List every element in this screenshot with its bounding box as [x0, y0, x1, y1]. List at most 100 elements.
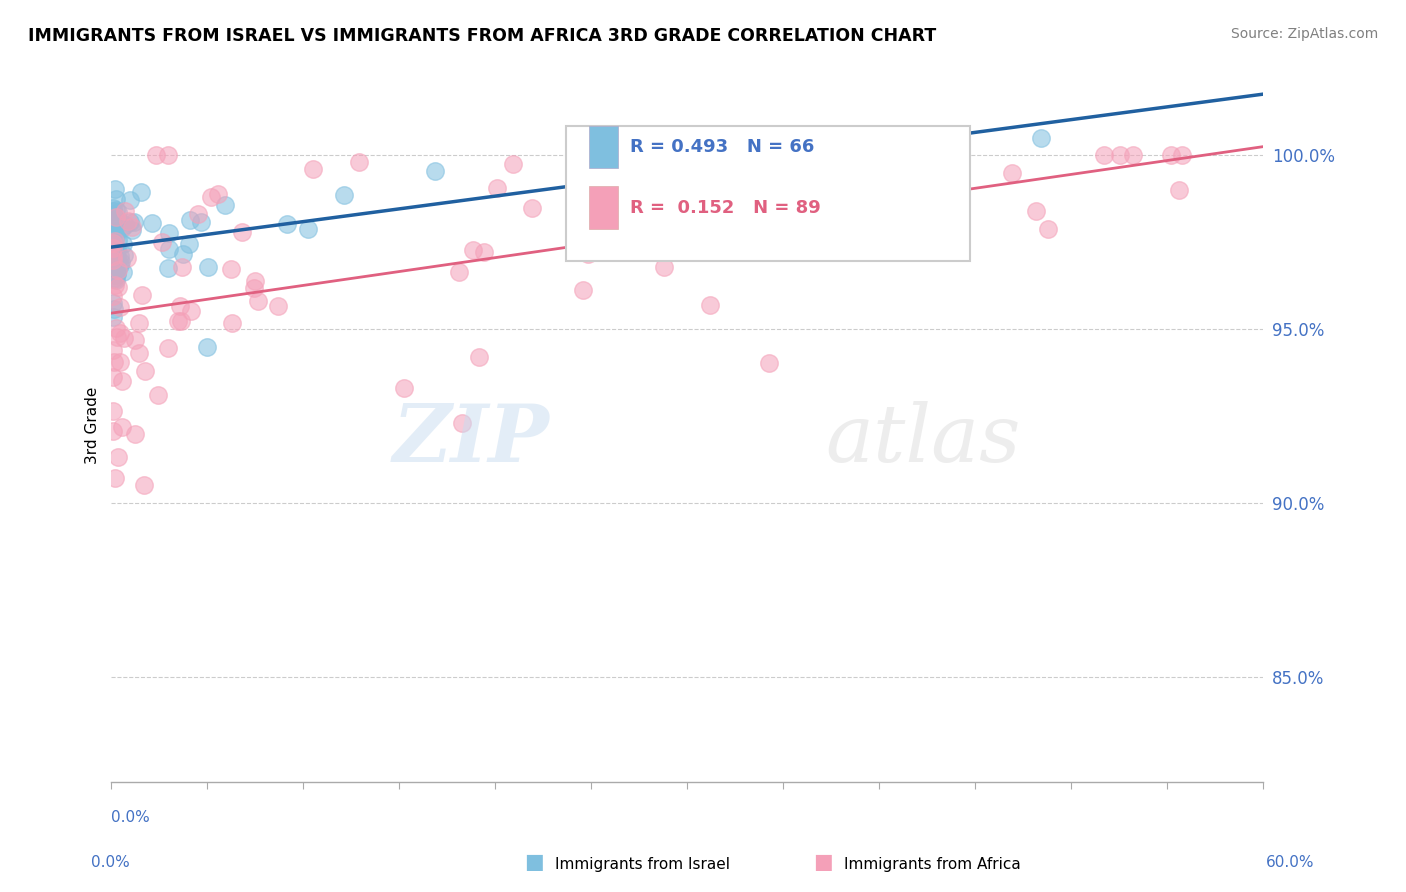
Point: [105, 210, 128, 224]
Point: [128, 316, 150, 330]
Text: ■: ■: [524, 853, 544, 872]
Point: [103, 271, 125, 285]
Point: [156, 148, 179, 162]
Point: [786, 152, 808, 166]
Point: [1092, 148, 1115, 162]
Point: [105, 273, 128, 287]
Point: [128, 346, 150, 360]
Point: [297, 221, 319, 235]
Point: [447, 265, 470, 279]
Point: [576, 246, 599, 260]
Point: [474, 245, 496, 260]
Point: [246, 293, 269, 308]
Point: [104, 321, 127, 335]
Point: [157, 242, 180, 256]
Point: [132, 478, 155, 492]
Point: [1109, 148, 1132, 162]
Point: [157, 226, 180, 240]
Point: [187, 207, 209, 221]
Point: [107, 233, 129, 247]
Point: [108, 258, 131, 272]
Point: [1168, 183, 1191, 197]
Point: [103, 289, 125, 303]
Text: R =  0.152   N = 89: R = 0.152 N = 89: [630, 199, 821, 217]
Point: [103, 424, 125, 438]
Point: [148, 388, 170, 402]
Point: [699, 298, 721, 312]
Point: [121, 220, 143, 235]
Point: [115, 251, 138, 265]
Point: [1171, 148, 1194, 162]
Point: [131, 287, 153, 301]
Point: [104, 181, 127, 195]
Point: [112, 248, 135, 262]
Point: [111, 221, 134, 235]
Point: [468, 350, 491, 364]
FancyBboxPatch shape: [567, 126, 970, 261]
Point: [332, 188, 354, 202]
Point: [758, 356, 780, 370]
Point: [105, 244, 128, 259]
Point: [129, 185, 152, 199]
Point: [110, 300, 132, 314]
Point: [565, 242, 588, 256]
Point: [392, 381, 415, 395]
Point: [104, 278, 127, 293]
Point: [276, 218, 298, 232]
Point: [207, 186, 229, 201]
Point: [1025, 204, 1047, 219]
Point: [231, 225, 253, 239]
Point: [108, 355, 131, 369]
Point: [170, 314, 193, 328]
Point: [105, 242, 128, 256]
Point: [103, 201, 125, 215]
Point: [104, 271, 127, 285]
Point: [103, 354, 125, 368]
Point: [243, 281, 266, 295]
Point: [124, 333, 146, 347]
Point: [486, 180, 509, 194]
Text: 0.0%: 0.0%: [111, 810, 150, 824]
Point: [111, 420, 134, 434]
Text: 0.0%: 0.0%: [91, 855, 131, 870]
Point: [107, 262, 129, 277]
Point: [302, 161, 325, 176]
Point: [107, 280, 129, 294]
Point: [104, 224, 127, 238]
Text: ZIP: ZIP: [392, 401, 550, 478]
Point: [105, 202, 128, 217]
Point: [103, 204, 125, 219]
Point: [145, 148, 167, 162]
Point: [103, 228, 125, 243]
Point: [347, 155, 370, 169]
Point: [111, 374, 134, 388]
Point: [197, 340, 219, 354]
Point: [451, 416, 474, 430]
Point: [1036, 221, 1059, 235]
Point: [180, 303, 202, 318]
Point: [844, 184, 866, 198]
Point: [124, 426, 146, 441]
Point: [111, 265, 134, 279]
Point: [1031, 131, 1053, 145]
Point: [107, 217, 129, 231]
Point: [103, 403, 125, 417]
Point: [134, 364, 156, 378]
Point: [221, 317, 243, 331]
Point: [924, 148, 946, 162]
Point: [105, 229, 128, 244]
Point: [105, 330, 128, 344]
Point: [114, 203, 136, 218]
Text: 60.0%: 60.0%: [1267, 855, 1315, 870]
Point: [170, 260, 193, 274]
Text: Immigrants from Israel: Immigrants from Israel: [555, 857, 730, 872]
Point: [190, 215, 212, 229]
Point: [103, 343, 125, 358]
Point: [103, 253, 125, 268]
Text: ■: ■: [813, 853, 832, 872]
Text: Immigrants from Africa: Immigrants from Africa: [844, 857, 1021, 872]
Point: [103, 253, 125, 268]
Point: [118, 193, 141, 207]
Point: [652, 260, 675, 274]
Point: [200, 190, 222, 204]
